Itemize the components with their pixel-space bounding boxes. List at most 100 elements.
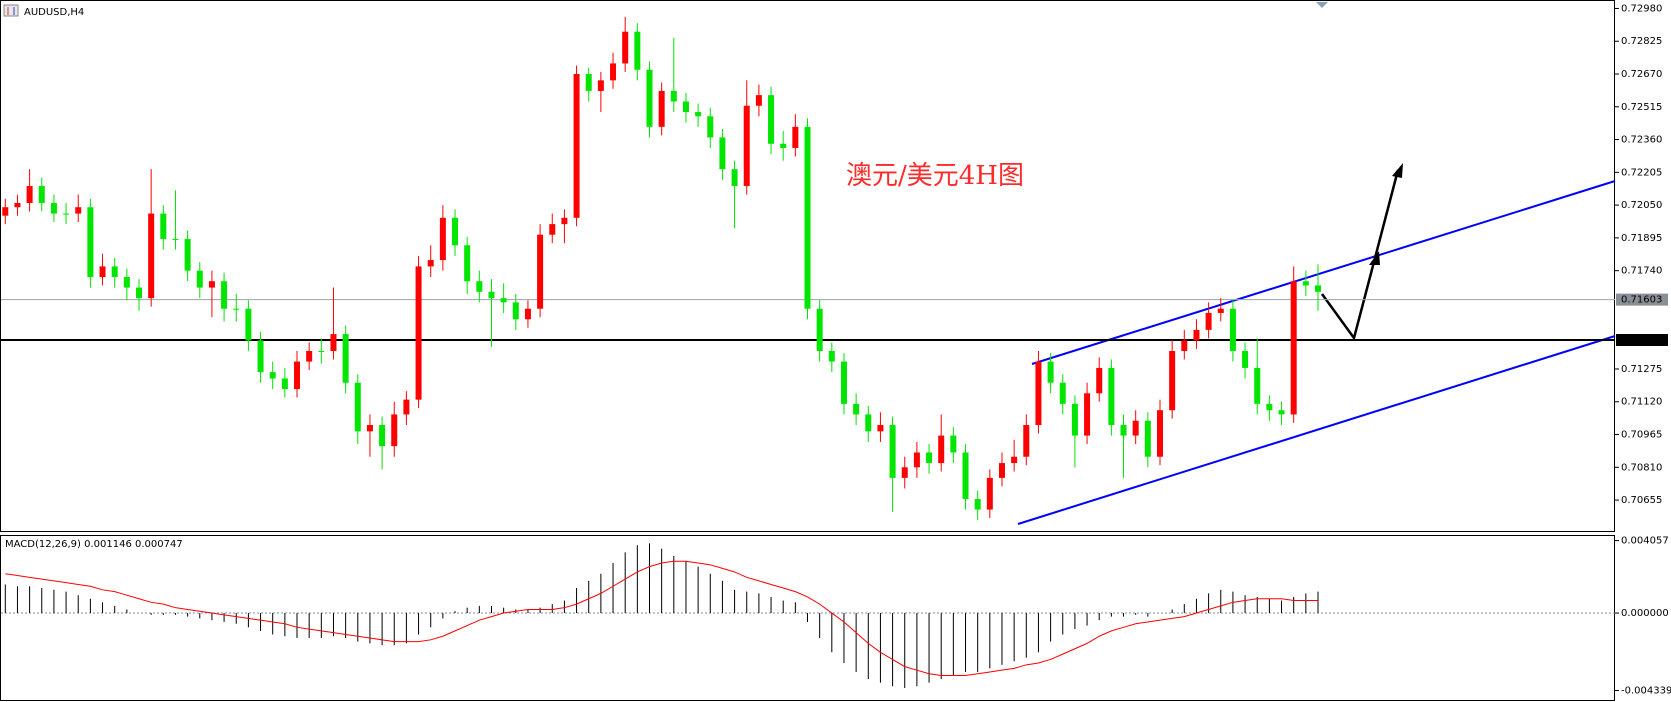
current-price-box [1616,293,1668,306]
candle-body [610,63,617,81]
candle-body [26,186,33,203]
candle-body [731,169,738,187]
shift-marker [1316,2,1328,8]
candle-body [50,202,57,214]
candle-body [245,308,252,341]
candle-body [646,69,653,127]
candle-body [682,101,689,113]
candle-body [111,266,118,277]
candle-body [877,425,884,432]
candle-body [597,80,604,91]
y-tick-label: 0.72515 [1621,102,1662,113]
candle-body [233,308,240,310]
candle-body [500,298,507,303]
candle-body [1120,425,1127,436]
y-tick-label: 0.72670 [1621,69,1662,80]
channel-upper [1031,180,1616,365]
candle-body [1278,410,1285,415]
candle-body [816,308,823,352]
y-tick-label: 0.004057 [1621,536,1669,547]
y-tick-label: 0.70655 [1621,495,1662,506]
candle-body [828,351,835,362]
channel-lower [1017,335,1616,525]
candle-body [998,463,1005,478]
candle-body [1096,367,1103,394]
candle-body [488,291,495,299]
candle-body [853,403,860,415]
y-tick-label: 0.70810 [1621,462,1662,473]
candle-body [184,238,191,271]
candle-body [439,217,446,261]
candle-body [1229,308,1236,352]
candle-body [549,224,556,235]
macd-panel [0,535,1615,701]
candle-body [1144,420,1151,457]
candle-body [391,414,398,447]
candle-body [585,74,592,91]
chart-title: AUDUSD,H4 [24,7,84,18]
candle-body [257,340,264,373]
signal-line [5,560,1318,677]
y-tick-label: 0.72050 [1621,200,1662,211]
candle-body [342,334,349,383]
candle-body [889,425,896,478]
candle-body [123,276,130,288]
candle-body [670,90,677,102]
arrow-head [1392,163,1403,178]
candle-body [695,112,702,117]
candle-body [99,266,106,277]
candle-body [2,207,9,216]
candle-body [512,302,519,320]
candle-body [780,143,787,149]
candle-body [1181,340,1188,352]
candle-body [415,266,422,400]
y-tick-label: 0.71895 [1621,233,1662,244]
candle-body [427,260,434,267]
candle-body [464,245,471,282]
candle-body [63,213,70,215]
candle-body [1084,393,1091,436]
candle-body [1169,351,1176,411]
candle-body [136,287,143,299]
candle-body [1108,367,1115,426]
candle-body [208,281,215,288]
candle-body [755,95,762,106]
candle-body [1290,281,1297,415]
arrow-head [1369,251,1380,265]
macd-label: MACD(12,26,9) 0.001146 0.000747 [5,539,183,550]
candle-body [1047,361,1054,383]
candle-body [561,217,568,225]
candle-body [622,31,629,64]
candle-body [269,372,276,379]
candle-body [1059,382,1066,404]
candle-body [318,351,325,353]
candle-body [281,378,288,390]
y-tick-label: 0.72205 [1621,167,1662,178]
price-panel [0,0,1615,532]
candle-body [804,126,811,309]
candle-body [366,425,373,432]
candle-body [160,213,167,239]
candle-body [658,90,665,127]
candle-body [87,207,94,277]
candle-body [172,238,179,240]
candle-body [792,126,799,149]
candle-body [221,281,228,309]
candle-body [573,74,580,218]
symbol-icon [3,4,19,17]
candle-body [1315,285,1321,292]
y-tick-label: 0.70965 [1621,430,1662,441]
arrows [1320,169,1400,341]
candle-body [148,213,155,299]
candle-body [452,217,459,246]
candle-body [294,361,301,390]
candle-body [962,452,969,500]
candle-body [865,414,872,432]
candle-body [901,467,908,478]
candle-body [768,95,775,144]
annotation: 澳元/美元4H图 [846,161,1024,191]
candle-body [1071,403,1078,436]
level-label: 0.71412 [1621,335,1662,346]
candle-body [1011,456,1018,464]
